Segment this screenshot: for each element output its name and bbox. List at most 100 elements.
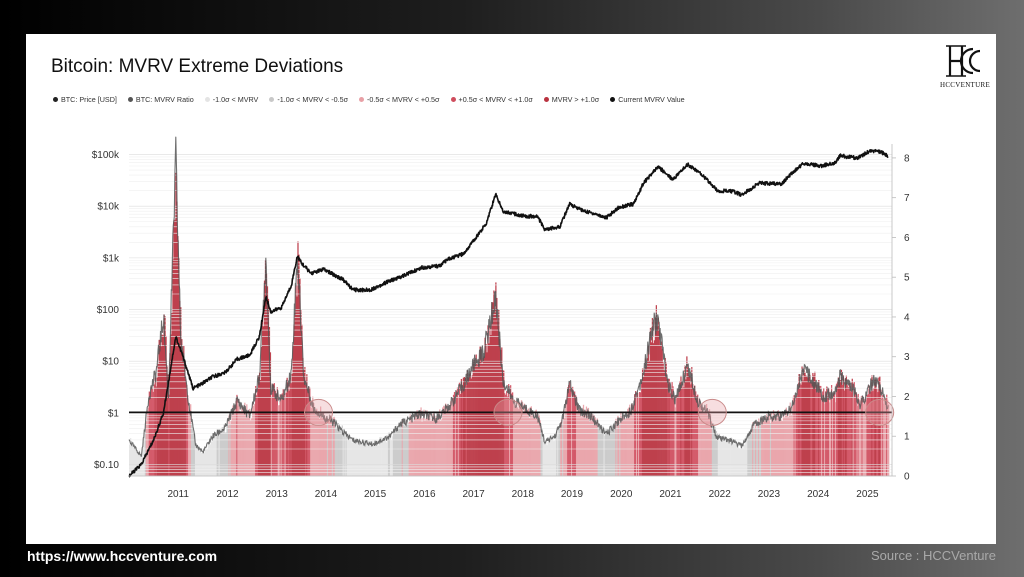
chart-title: Bitcoin: MVRV Extreme Deviations bbox=[51, 56, 344, 77]
deviation-band bbox=[202, 451, 205, 476]
deviation-band bbox=[616, 423, 618, 476]
deviation-band bbox=[293, 324, 295, 476]
deviation-band bbox=[316, 408, 318, 476]
deviation-band bbox=[230, 420, 232, 476]
deviation-band bbox=[344, 434, 346, 476]
legend-label: BTC: Price [USD] bbox=[61, 95, 117, 104]
legend-item[interactable]: +0.5σ < MVRV < +1.0σ bbox=[450, 95, 533, 104]
deviation-band bbox=[239, 410, 241, 476]
deviation-band bbox=[212, 437, 214, 476]
deviation-band bbox=[645, 366, 648, 476]
legend-item[interactable]: BTC: MVRV Ratio bbox=[127, 95, 194, 104]
deviation-band bbox=[205, 449, 208, 476]
deviation-band bbox=[583, 412, 586, 476]
deviation-band bbox=[831, 399, 834, 476]
deviation-band bbox=[224, 432, 226, 476]
legend-swatch-icon bbox=[359, 97, 365, 102]
deviation-band bbox=[272, 383, 275, 476]
deviation-band bbox=[533, 418, 535, 476]
deviation-band bbox=[834, 402, 837, 476]
x-tick-label: 2019 bbox=[561, 489, 584, 500]
legend-item[interactable]: Current MVRV Value bbox=[610, 95, 685, 104]
deviation-band bbox=[213, 435, 215, 476]
deviation-band bbox=[654, 317, 657, 476]
deviation-band bbox=[624, 419, 626, 476]
x-tick-label: 2024 bbox=[807, 489, 830, 500]
deviation-band bbox=[819, 385, 821, 476]
deviation-band bbox=[452, 394, 455, 476]
deviation-band bbox=[818, 380, 820, 476]
deviation-band bbox=[769, 422, 772, 476]
legend-item[interactable]: -1.0σ < MVRV < -0.5σ bbox=[269, 95, 348, 104]
deviation-band bbox=[726, 441, 728, 476]
deviation-band bbox=[747, 433, 749, 476]
deviation-band bbox=[247, 416, 249, 476]
deviation-band bbox=[823, 388, 825, 476]
deviation-band bbox=[284, 397, 286, 476]
deviation-band bbox=[437, 419, 439, 476]
deviation-band bbox=[194, 443, 197, 476]
deviation-band bbox=[389, 436, 392, 476]
deviation-band bbox=[778, 412, 781, 476]
deviation-band bbox=[739, 448, 741, 476]
deviation-band bbox=[367, 443, 369, 476]
deviation-band bbox=[578, 407, 581, 476]
deviation-band bbox=[129, 444, 131, 476]
deviation-band bbox=[597, 423, 599, 476]
deviation-band bbox=[245, 412, 247, 476]
deviation-band bbox=[321, 418, 324, 476]
x-tick-label: 2013 bbox=[266, 489, 289, 500]
y-right-tick-label: 7 bbox=[904, 193, 910, 204]
deviation-band bbox=[177, 236, 179, 476]
deviation-band bbox=[287, 382, 289, 476]
legend-item[interactable]: MVRV > +1.0σ bbox=[543, 95, 599, 104]
deviation-band bbox=[420, 407, 422, 476]
deviation-band bbox=[171, 313, 173, 476]
deviation-band bbox=[483, 356, 485, 476]
deviation-band bbox=[413, 419, 415, 476]
deviation-band bbox=[741, 446, 743, 476]
deviation-band bbox=[700, 405, 702, 476]
mvrv-bands bbox=[129, 172, 890, 476]
deviation-band bbox=[364, 443, 366, 476]
deviation-band bbox=[765, 420, 767, 476]
y-left-tick-label: $10k bbox=[97, 202, 120, 213]
legend-item[interactable]: -0.5σ < MVRV < +0.5σ bbox=[359, 95, 440, 104]
deviation-band bbox=[477, 363, 479, 476]
deviation-band bbox=[809, 375, 811, 476]
deviation-band bbox=[489, 325, 491, 476]
deviation-band bbox=[851, 378, 853, 476]
deviation-band bbox=[646, 358, 649, 476]
x-tick-label: 2017 bbox=[462, 489, 485, 500]
deviation-band bbox=[267, 298, 270, 476]
deviation-band bbox=[803, 367, 805, 476]
deviation-band bbox=[606, 431, 608, 476]
deviation-band bbox=[590, 413, 593, 476]
deviation-band bbox=[462, 377, 465, 476]
deviation-band bbox=[621, 416, 623, 476]
deviation-band bbox=[534, 410, 536, 476]
deviation-band bbox=[788, 414, 790, 476]
deviation-band bbox=[749, 430, 751, 476]
deviation-band bbox=[612, 430, 614, 476]
deviation-band bbox=[192, 427, 194, 476]
deviation-band bbox=[466, 370, 468, 476]
deviation-band bbox=[196, 447, 199, 476]
deviation-band bbox=[552, 434, 554, 476]
deviation-band bbox=[137, 451, 140, 476]
deviation-band bbox=[886, 394, 888, 476]
deviation-band bbox=[423, 409, 425, 476]
deviation-band bbox=[647, 345, 650, 476]
deviation-band bbox=[138, 450, 141, 476]
deviation-band bbox=[285, 392, 287, 476]
website-url[interactable]: https://www.hccventure.com bbox=[27, 548, 218, 564]
deviation-band bbox=[502, 370, 504, 476]
legend-item[interactable]: -1.0σ < MVRV bbox=[204, 95, 258, 104]
deviation-band bbox=[277, 405, 279, 476]
deviation-band bbox=[837, 377, 840, 476]
deviation-band bbox=[689, 375, 691, 476]
deviation-band bbox=[310, 406, 312, 476]
deviation-band bbox=[361, 444, 363, 476]
legend-item[interactable]: BTC: Price [USD] bbox=[53, 95, 117, 104]
deviation-band bbox=[655, 305, 657, 476]
